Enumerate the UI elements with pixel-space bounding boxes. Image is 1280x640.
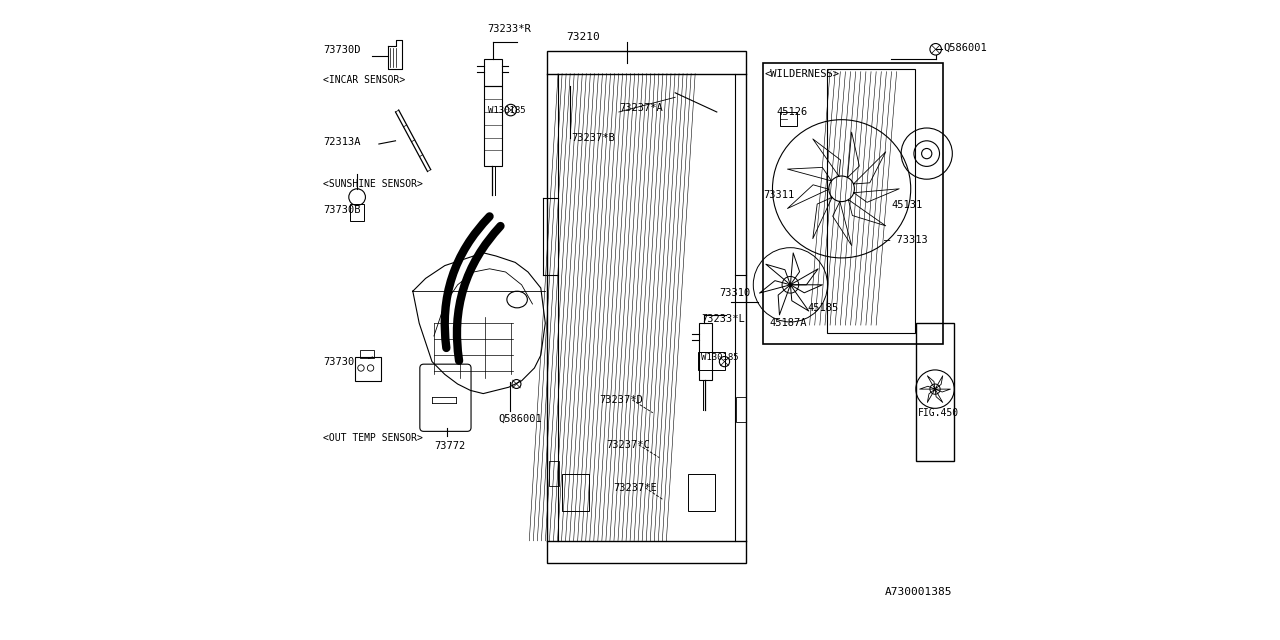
Text: 45185: 45185 [808,303,838,314]
Text: <INCAR SENSOR>: <INCAR SENSOR> [323,75,406,85]
Text: 73210: 73210 [566,32,600,42]
Text: <SUNSHINE SENSOR>: <SUNSHINE SENSOR> [323,179,424,189]
Bar [735,74,745,541]
Text: 73730B: 73730B [323,205,361,215]
Bar [698,352,724,370]
Bar [484,59,502,86]
Text: FIG.450: FIG.450 [918,408,959,418]
Bar [699,323,712,380]
Text: 73772: 73772 [434,441,465,451]
Text: 73310: 73310 [719,288,750,298]
Text: W130185: W130185 [701,353,739,362]
Text: <WILDERNESS>: <WILDERNESS> [764,68,840,79]
Text: 45187A: 45187A [771,318,808,328]
Text: 45131: 45131 [891,200,923,210]
Text: 45126: 45126 [776,107,808,117]
Bar [736,397,745,422]
Text: 73311: 73311 [763,190,795,200]
Text: 73730D: 73730D [323,45,361,55]
Bar [689,474,714,511]
Text: 72313A: 72313A [323,137,361,147]
Text: 73237*D: 73237*D [600,395,644,405]
Bar [916,323,954,461]
Text: 73237*E: 73237*E [613,483,657,493]
Text: 73233*L: 73233*L [701,314,745,324]
Bar [780,112,797,126]
Bar [484,86,502,166]
Bar [763,63,943,344]
Bar [351,204,364,221]
FancyBboxPatch shape [420,364,471,431]
Text: 73233*R: 73233*R [488,24,531,35]
Bar [548,51,746,563]
Text: W130185: W130185 [488,106,525,115]
Text: 73237*A: 73237*A [620,102,663,113]
Bar [827,69,915,333]
Text: — 73313: — 73313 [884,235,928,245]
Text: <OUT TEMP SENSOR>: <OUT TEMP SENSOR> [323,433,424,444]
Text: 73237*B: 73237*B [571,132,616,143]
Bar [562,474,589,511]
Text: A730001385: A730001385 [884,587,952,597]
Bar [360,350,374,358]
Text: 73730: 73730 [323,356,355,367]
Bar [355,357,381,381]
Text: Q586001: Q586001 [498,414,541,424]
Bar [549,461,559,486]
Bar [548,74,558,541]
Text: 73237*C: 73237*C [607,440,650,450]
Text: Q586001: Q586001 [943,42,987,52]
